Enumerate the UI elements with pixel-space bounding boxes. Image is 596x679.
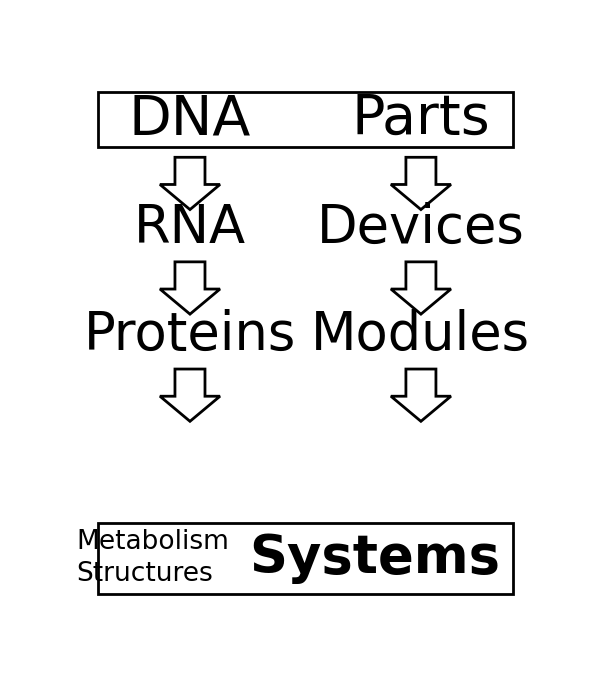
Polygon shape	[160, 158, 220, 210]
Text: DNA: DNA	[129, 92, 251, 146]
FancyBboxPatch shape	[98, 524, 513, 594]
FancyBboxPatch shape	[98, 92, 513, 147]
Polygon shape	[160, 262, 220, 314]
Polygon shape	[391, 369, 451, 421]
Text: Proteins: Proteins	[84, 309, 296, 361]
Text: Modules: Modules	[311, 309, 530, 361]
Text: Systems: Systems	[249, 532, 500, 585]
Polygon shape	[391, 158, 451, 210]
Text: Devices: Devices	[317, 202, 525, 254]
Text: Metabolism
Structures: Metabolism Structures	[76, 530, 229, 587]
Text: Parts: Parts	[352, 92, 491, 146]
Text: RNA: RNA	[134, 202, 246, 254]
Polygon shape	[391, 262, 451, 314]
Polygon shape	[160, 369, 220, 421]
